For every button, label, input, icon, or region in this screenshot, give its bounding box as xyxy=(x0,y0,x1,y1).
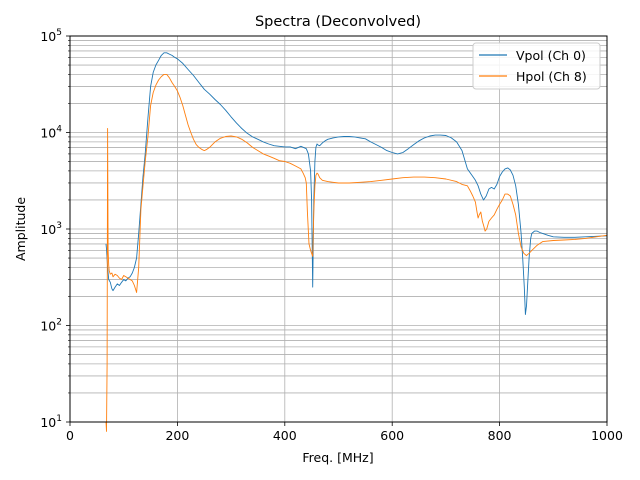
y-tick-label: 101 xyxy=(40,414,62,430)
series-line-0 xyxy=(105,52,608,315)
chart-title: Spectra (Deconvolved) xyxy=(255,14,421,30)
legend-label: Hpol (Ch 8) xyxy=(516,69,587,84)
legend: Vpol (Ch 0) Hpol (Ch 8) xyxy=(472,42,601,90)
y-tick-label: 105 xyxy=(40,28,62,44)
series-lines xyxy=(105,52,608,432)
x-tick-label: 400 xyxy=(273,428,297,443)
x-tick-label: 0 xyxy=(66,428,74,443)
y-tick-mantissa: 10 xyxy=(40,222,56,237)
y-tick-label: 104 xyxy=(40,125,62,141)
y-tick-exponent: 5 xyxy=(56,28,62,38)
y-axis-label: Amplitude xyxy=(13,197,28,261)
y-tick-label: 102 xyxy=(40,318,62,334)
y-tick-mantissa: 10 xyxy=(40,126,56,141)
y-tick-mantissa: 10 xyxy=(40,319,56,334)
y-tick-exponent: 4 xyxy=(56,125,62,135)
y-tick-exponent: 3 xyxy=(56,221,62,231)
y-tick-exponent: 2 xyxy=(56,318,62,328)
x-tick-label: 1000 xyxy=(591,428,623,443)
legend-label: Vpol (Ch 0) xyxy=(516,48,586,63)
x-tick-label: 800 xyxy=(488,428,512,443)
y-tick-mantissa: 10 xyxy=(40,29,56,44)
y-tick-label: 103 xyxy=(40,221,62,237)
x-axis-label: Freq. [MHz] xyxy=(302,450,373,465)
x-tick-label: 600 xyxy=(380,428,404,443)
series-line-1 xyxy=(105,73,608,432)
x-tick-label: 200 xyxy=(165,428,189,443)
y-tick-mantissa: 10 xyxy=(40,415,56,430)
y-tick-exponent: 1 xyxy=(56,414,62,424)
